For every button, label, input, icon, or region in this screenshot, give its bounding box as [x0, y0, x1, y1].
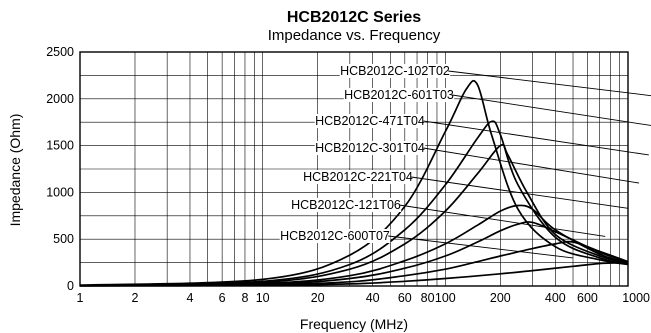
x-tick-labels: 1 2 4 6 8 10 20 40 60 80 100 200 400 600 1000: [77, 291, 651, 305]
y-tick-label: 0: [67, 279, 74, 293]
curve-label: HCB2012C-221T04: [303, 170, 413, 184]
curve-label-group: HCB2012C-301T04: [314, 141, 426, 155]
curve-label-group: HCB2012C-601T03: [343, 88, 455, 102]
curve-label-bg: [302, 170, 414, 184]
curve-label: HCB2012C-600T07: [280, 229, 390, 243]
x-tick-label: 1000: [622, 291, 650, 305]
curve-HCB2012C-301T04: [79, 204, 629, 287]
x-tick-label: 20: [311, 291, 325, 305]
chart-title: HCB2012C Series: [287, 9, 421, 26]
x-tick-label: 8: [241, 291, 248, 305]
curve-label-bg: [290, 198, 402, 212]
curve-leader-line: [423, 120, 649, 156]
curve-HCB2012C-221T04: [79, 221, 629, 287]
x-tick-label: 10: [256, 291, 270, 305]
curve-label: HCB2012C-102T02: [340, 64, 450, 78]
x-tick-label: 4: [186, 291, 193, 305]
curve-label-bg: [314, 114, 426, 128]
curve-leader-line: [452, 94, 651, 126]
x-tick-label: 200: [490, 291, 511, 305]
y-tick-label: 1500: [46, 139, 74, 153]
curve-label-bg: [339, 64, 451, 78]
curve-label: HCB2012C-301T04: [315, 141, 425, 155]
x-tick-label: 2: [132, 291, 139, 305]
y-axis-label: Impedance (Ohm): [7, 114, 23, 227]
curve-label: HCB2012C-601T03: [344, 88, 454, 102]
curve-leader-line: [399, 204, 606, 237]
y-tick-label: 1000: [46, 185, 74, 199]
x-tick-label: 100: [435, 291, 456, 305]
curve-leader-line: [388, 235, 574, 259]
curve-label-group: HCB2012C-471T04: [314, 114, 426, 128]
y-tick-label: 500: [53, 232, 74, 246]
curve-labels: HCB2012C-102T02 HCB2012C-601T03 HCB2012C-4…: [279, 64, 651, 259]
curve-label-group: HCB2012C-221T04: [302, 170, 414, 184]
curve-label-bg: [343, 88, 455, 102]
curve-label-bg: [279, 229, 391, 243]
curve-HCB2012C-471T04: [79, 143, 629, 287]
x-tick-label: 400: [545, 291, 566, 305]
x-tick-label: 1: [77, 291, 84, 305]
curve-leader-line: [411, 176, 629, 209]
curve-label: HCB2012C-121T06: [291, 198, 401, 212]
chart-subtitle: Impedance vs. Frequency: [268, 27, 441, 44]
impedance-curves: [79, 79, 629, 287]
x-tick-label: 6: [219, 291, 226, 305]
plot-frame: [79, 51, 629, 287]
curve-label-group: HCB2012C-102T02: [339, 64, 451, 78]
x-tick-label: 80: [421, 291, 435, 305]
curve-HCB2012C-600T07: [79, 261, 629, 287]
x-tick-label: 40: [366, 291, 380, 305]
x-tick-label: 600: [577, 291, 598, 305]
curve-label-bg: [314, 141, 426, 155]
curve-leader-line: [423, 147, 640, 184]
y-tick-label: 2500: [46, 45, 74, 59]
curve-label-group: HCB2012C-121T06: [290, 198, 402, 212]
curve-HCB2012C-601T03: [79, 120, 629, 287]
y-tick-label: 2000: [46, 92, 74, 106]
x-tick-label: 60: [398, 291, 412, 305]
curve-leader-line: [448, 70, 651, 97]
y-tick-labels: 0 500 1000 1500 2000 2500: [46, 45, 74, 293]
x-axis-label: Frequency (MHz): [300, 316, 408, 332]
curve-label: HCB2012C-471T04: [315, 114, 425, 128]
curve-label-group: HCB2012C-600T07: [279, 229, 391, 243]
curve-HCB2012C-102T02: [79, 79, 629, 286]
